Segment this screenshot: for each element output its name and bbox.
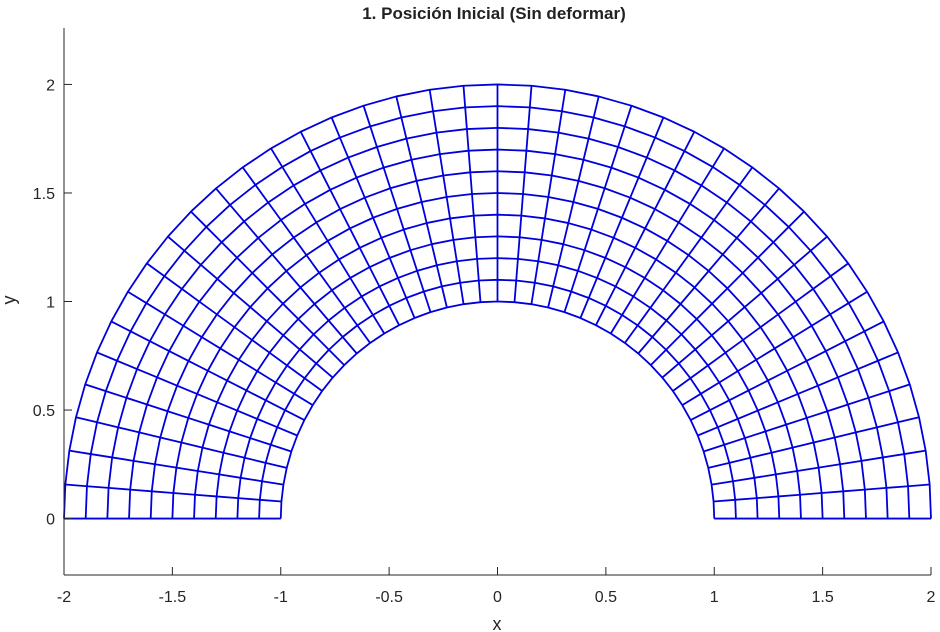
mesh-radial-line — [462, 85, 482, 303]
mesh-radial-line — [547, 96, 600, 308]
mesh-radial-line — [563, 105, 633, 313]
mesh-radial-line — [713, 483, 930, 503]
x-tick-label: 0.5 — [595, 589, 617, 606]
mesh-radial-line — [624, 166, 754, 344]
y-tick-label: 0 — [46, 512, 55, 529]
y-tick-label: 0.5 — [33, 403, 55, 420]
mesh-radial-line — [595, 131, 696, 326]
y-tick-label: 2 — [46, 77, 55, 94]
mesh-radial-line — [681, 290, 868, 406]
mesh-radial-line — [215, 187, 358, 355]
mesh-radial-line — [690, 320, 885, 421]
mesh-radial-line — [395, 96, 448, 308]
y-axis-label: y — [0, 296, 19, 305]
mesh-radial-line — [530, 89, 567, 305]
mesh-radial-line — [69, 449, 284, 486]
x-tick-label: -0.5 — [375, 589, 403, 606]
mesh-radial-line — [75, 416, 287, 469]
mesh-radial-line — [579, 117, 665, 319]
x-tick-label: 0 — [493, 589, 502, 606]
mesh-radial-line — [672, 262, 849, 392]
mesh-radial-line — [84, 383, 292, 453]
mesh-radial-line — [110, 320, 305, 421]
mesh-radial-line — [299, 131, 400, 326]
mesh-radial-line — [241, 166, 371, 344]
y-tick-label: 1.5 — [33, 186, 55, 203]
mesh-plot — [63, 83, 932, 520]
mesh-radial-line — [127, 290, 314, 406]
mesh-radial-line — [190, 210, 345, 366]
x-tick-label: 2 — [927, 589, 936, 606]
mesh-radial-line — [637, 187, 780, 355]
mesh-radial-line — [270, 147, 386, 334]
mesh-ring-line — [258, 278, 737, 519]
y-tick-label: 1 — [46, 295, 55, 312]
mesh-radial-line — [65, 483, 282, 503]
x-tick-label: -1 — [274, 589, 288, 606]
x-tick-label: -1.5 — [159, 589, 187, 606]
mesh-radial-line — [428, 89, 465, 305]
x-tick-label: -2 — [57, 589, 71, 606]
mesh-radial-line — [703, 383, 911, 453]
x-tick-label: 1.5 — [812, 589, 834, 606]
mesh-radial-line — [167, 235, 334, 379]
mesh-radial-line — [362, 105, 432, 313]
x-tick-label: 1 — [710, 589, 719, 606]
mesh-radial-line — [330, 117, 416, 319]
mesh-radial-line — [711, 449, 926, 486]
mesh-radial-line — [650, 210, 805, 366]
mesh-radial-line — [661, 235, 828, 379]
mesh-radial-line — [708, 416, 920, 469]
x-axis-label: x — [493, 614, 502, 632]
y-axis-ticks: 0 0.5 1 1.5 2 — [33, 77, 72, 529]
mesh-radial-line — [96, 351, 298, 437]
chart-title: 1. Posición Inicial (Sin deformar) — [362, 4, 626, 23]
mesh-radial-line — [513, 85, 533, 303]
mesh-radial-line — [609, 147, 725, 334]
x-axis-ticks: -2 -1.5 -1 -0.5 0 0.5 1 1.5 2 — [57, 567, 936, 606]
mesh-radial-line — [697, 351, 899, 437]
mesh-radial-line — [146, 262, 323, 392]
